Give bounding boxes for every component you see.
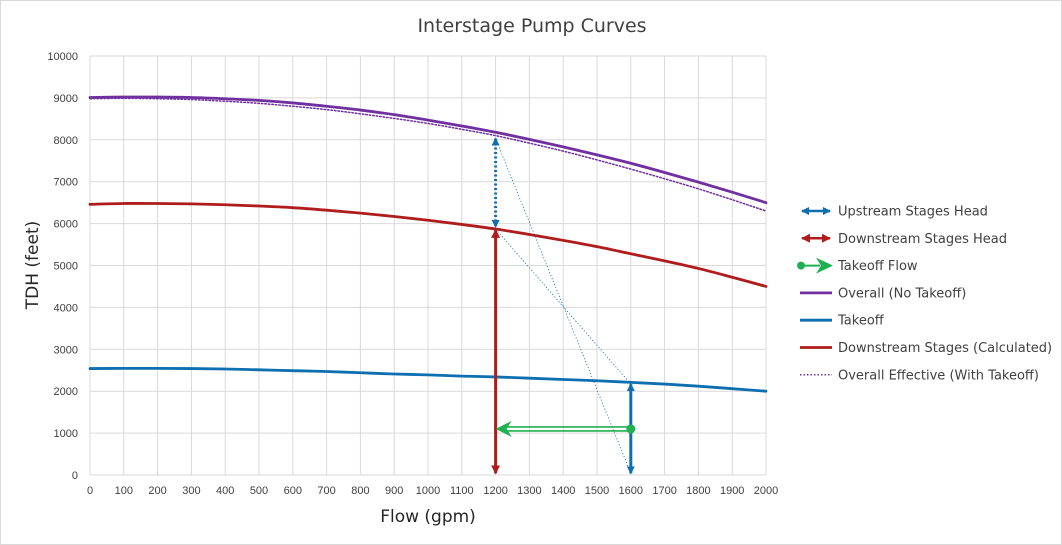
y-tick-label: 1000 — [54, 428, 78, 440]
legend-label-overall-effective-with-takeoff: Overall Effective (With Takeoff) — [838, 368, 1039, 383]
x-tick-label: 1200 — [483, 485, 507, 497]
x-tick-label: 1500 — [585, 485, 609, 497]
legend-label-downstream-stages-head: Downstream Stages Head — [838, 232, 1007, 247]
annotation-layer — [491, 137, 636, 475]
x-tick-label: 1100 — [450, 485, 474, 497]
x-tick-label: 800 — [351, 485, 369, 497]
y-tick-label: 8000 — [54, 135, 78, 147]
x-tick-labels: 0 100 200 300 400 500 600 700 800 900 1000 1100 1200… — [87, 485, 778, 497]
series-line-downstream-stages-calculated — [88, 202, 768, 288]
x-tick-label: 2000 — [754, 485, 778, 497]
y-tick-label: 9000 — [54, 93, 78, 105]
y-tick-labels: 0 1000 2000 3000 4000 5000 6000 7000 8000 9000 100… — [47, 51, 78, 482]
x-tick-label: 1900 — [720, 485, 744, 497]
chart-title: Interstage Pump Curves — [417, 15, 646, 37]
x-tick-label: 200 — [148, 485, 166, 497]
arrow-takeoff-flow-head — [495, 420, 512, 437]
x-axis-title: Flow (gpm) — [380, 507, 476, 527]
legend-label-takeoff: Takeoff — [837, 314, 885, 329]
arrow-takeoff-flow-origin-dot — [626, 424, 636, 434]
x-tick-label: 900 — [385, 485, 403, 497]
y-tick-label: 5000 — [54, 261, 78, 273]
x-tick-label: 300 — [182, 485, 200, 497]
series-line-takeoff — [88, 366, 768, 393]
guide-guide-line-a — [495, 138, 632, 474]
x-tick-label: 400 — [216, 485, 234, 497]
x-tick-label: 500 — [250, 485, 268, 497]
x-tick-label: 1300 — [517, 485, 541, 497]
x-tick-label: 1700 — [652, 485, 676, 497]
series-layer — [88, 95, 768, 393]
x-tick-label: 1000 — [416, 485, 440, 497]
legend-label-overall-no-takeoff: Overall (No Takeoff) — [838, 286, 966, 301]
series-line-overall-effective-with-takeoff — [89, 97, 767, 212]
y-tick-label: 4000 — [54, 302, 78, 314]
guide-guide-line-b — [495, 228, 632, 385]
y-axis-title: TDH (feet) — [23, 221, 43, 311]
y-tick-label: 0 — [72, 470, 78, 482]
gridlines — [89, 55, 767, 476]
y-tick-label: 3000 — [54, 344, 78, 356]
x-tick-label: 600 — [284, 485, 302, 497]
x-tick-label: 700 — [317, 485, 335, 497]
legend: Upstream Stages Head Downstream Stages He… — [797, 205, 1052, 383]
legend-label-upstream-stages-head: Upstream Stages Head — [838, 205, 988, 220]
series-line-overall-no-takeoff — [88, 95, 768, 205]
x-tick-label: 1600 — [619, 485, 643, 497]
legend-label-takeoff-flow: Takeoff Flow — [837, 259, 918, 274]
y-tick-label: 7000 — [54, 177, 78, 189]
x-tick-label: 1400 — [551, 485, 575, 497]
x-tick-label: 1800 — [686, 485, 710, 497]
y-tick-label: 6000 — [54, 219, 78, 231]
y-tick-label: 10000 — [47, 51, 78, 63]
y-tick-label: 2000 — [54, 386, 78, 398]
x-tick-label: 100 — [115, 485, 133, 497]
x-tick-label: 0 — [87, 485, 93, 497]
legend-label-downstream-stages-calculated: Downstream Stages (Calculated) — [838, 341, 1052, 356]
legend-swatch-takeoff-flow-head — [816, 257, 833, 274]
